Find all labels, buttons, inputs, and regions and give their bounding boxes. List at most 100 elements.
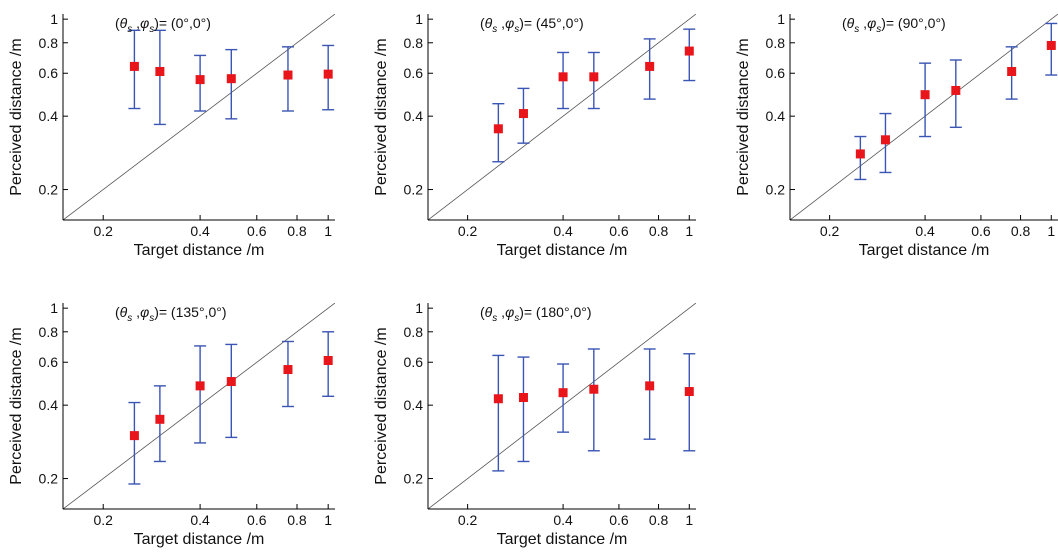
data-point-marker xyxy=(493,124,503,134)
y-tick-label: 1 xyxy=(777,11,785,27)
data-point-marker xyxy=(129,61,139,71)
data-point-marker xyxy=(951,85,961,95)
data-point-marker xyxy=(226,377,236,387)
x-axis-label: Target distance /m xyxy=(134,242,265,259)
x-tick-label: 0.6 xyxy=(247,512,267,528)
y-tick-label: 0.6 xyxy=(39,354,59,370)
x-tick-label: 0.4 xyxy=(190,512,210,528)
data-point-marker xyxy=(1007,66,1017,76)
x-tick-label: 0.6 xyxy=(609,512,629,528)
data-point-marker xyxy=(855,149,865,159)
title-subscript: s xyxy=(492,24,497,35)
y-tick-label: 0.4 xyxy=(766,108,786,124)
reference-line-y-equals-x xyxy=(63,303,335,509)
data-point-marker xyxy=(880,135,890,145)
title-subscript: s xyxy=(149,313,154,324)
y-tick-label: 0.2 xyxy=(39,182,59,198)
title-angles: )= (90°,0°) xyxy=(881,15,946,31)
y-axis-label: Perceived distance /m xyxy=(8,38,25,195)
x-tick-label: 0.6 xyxy=(609,223,629,239)
y-tick-label: 0.2 xyxy=(766,182,786,198)
y-axis-label: Perceived distance /m xyxy=(735,38,752,195)
panel-title: (θs ,φs)= (45°,0°) xyxy=(480,15,584,35)
y-tick-label: 1 xyxy=(415,300,423,316)
data-point-marker xyxy=(283,365,293,375)
x-tick-label: 1 xyxy=(324,512,332,528)
chart-panel-5: 0.2 0.4 0.6 0.8 10.20.40.60.81 (θs ,φs)= (180… xyxy=(373,300,696,548)
title-subscript: s xyxy=(876,24,881,35)
y-tick-label: 0.8 xyxy=(39,35,59,51)
title-angles: )= (135°,0°) xyxy=(154,304,226,320)
title-subscript: s xyxy=(854,24,859,35)
x-tick-label: 0.2 xyxy=(458,512,478,528)
data-point-marker xyxy=(129,431,139,441)
y-axis-label: Perceived distance /m xyxy=(8,327,25,484)
x-tick-label: 0.2 xyxy=(93,223,113,239)
data-point-marker xyxy=(518,109,528,119)
title-phi-symbol: φ xyxy=(140,304,149,320)
data-point-marker xyxy=(155,66,165,76)
title-subscript: s xyxy=(492,313,497,324)
x-tick-label: 0.4 xyxy=(553,223,573,239)
x-tick-label: 0.4 xyxy=(190,223,210,239)
title-angles: )= (0°,0°) xyxy=(154,15,211,31)
y-tick-label: 0.4 xyxy=(404,397,424,413)
title-comma: , xyxy=(132,15,140,31)
data-point-marker xyxy=(226,74,236,84)
y-tick-label: 0.6 xyxy=(766,65,786,81)
x-tick-label: 0.8 xyxy=(287,223,307,239)
title-angles: )= (45°,0°) xyxy=(519,15,584,31)
data-point-marker xyxy=(195,75,205,85)
y-tick-label: 0.2 xyxy=(404,182,424,198)
panel-title: (θs ,φs)= (135°,0°) xyxy=(115,304,227,324)
x-tick-label: 1 xyxy=(324,223,332,239)
data-point-marker xyxy=(195,381,205,391)
data-point-marker xyxy=(684,387,694,397)
data-point-marker xyxy=(558,72,568,82)
y-tick-label: 1 xyxy=(50,300,58,316)
y-tick-label: 0.6 xyxy=(404,65,424,81)
title-comma: , xyxy=(859,15,867,31)
title-subscript: s xyxy=(127,24,132,35)
x-axis-label: Target distance /m xyxy=(134,531,265,548)
x-tick-label: 0.2 xyxy=(458,223,478,239)
reference-line-y-equals-x xyxy=(790,14,1058,220)
data-point-marker xyxy=(589,72,599,82)
data-point-marker xyxy=(1046,40,1056,50)
y-tick-label: 0.8 xyxy=(39,324,59,340)
x-tick-label: 0.6 xyxy=(971,223,991,239)
y-tick-label: 0.8 xyxy=(404,324,424,340)
y-tick-label: 1 xyxy=(415,11,423,27)
y-tick-label: 0.8 xyxy=(766,35,786,51)
y-tick-label: 0.6 xyxy=(39,65,59,81)
x-tick-label: 0.8 xyxy=(649,512,669,528)
y-tick-label: 0.4 xyxy=(404,108,424,124)
data-point-marker xyxy=(589,384,599,394)
panel-title: (θs ,φs)= (90°,0°) xyxy=(842,15,946,35)
title-theta-symbol: θ xyxy=(120,304,128,320)
x-tick-label: 0.4 xyxy=(915,223,935,239)
title-comma: , xyxy=(497,304,505,320)
x-tick-label: 0.8 xyxy=(649,223,669,239)
y-tick-label: 0.8 xyxy=(404,35,424,51)
title-comma: , xyxy=(497,15,505,31)
title-theta-symbol: θ xyxy=(485,15,493,31)
title-phi-symbol: φ xyxy=(140,15,149,31)
x-tick-label: 0.8 xyxy=(287,512,307,528)
x-tick-label: 0.2 xyxy=(820,223,840,239)
x-tick-label: 1 xyxy=(1047,223,1055,239)
x-axis-label: Target distance /m xyxy=(497,531,628,548)
y-axis-label: Perceived distance /m xyxy=(373,38,390,195)
title-theta-symbol: θ xyxy=(847,15,855,31)
x-tick-label: 0.8 xyxy=(1011,223,1031,239)
title-paren: ( xyxy=(115,304,120,320)
data-point-marker xyxy=(518,393,528,403)
chart-panel-1: 0.2 0.4 0.6 0.8 10.20.40.60.81 (θs ,φs)= (0°,… xyxy=(8,11,335,259)
reference-line-y-equals-x xyxy=(428,303,696,509)
title-paren: ( xyxy=(842,15,847,31)
title-subscript: s xyxy=(514,24,519,35)
title-paren: ( xyxy=(115,15,120,31)
panel-title: (θs ,φs)= (180°,0°) xyxy=(480,304,592,324)
title-subscript: s xyxy=(514,313,519,324)
